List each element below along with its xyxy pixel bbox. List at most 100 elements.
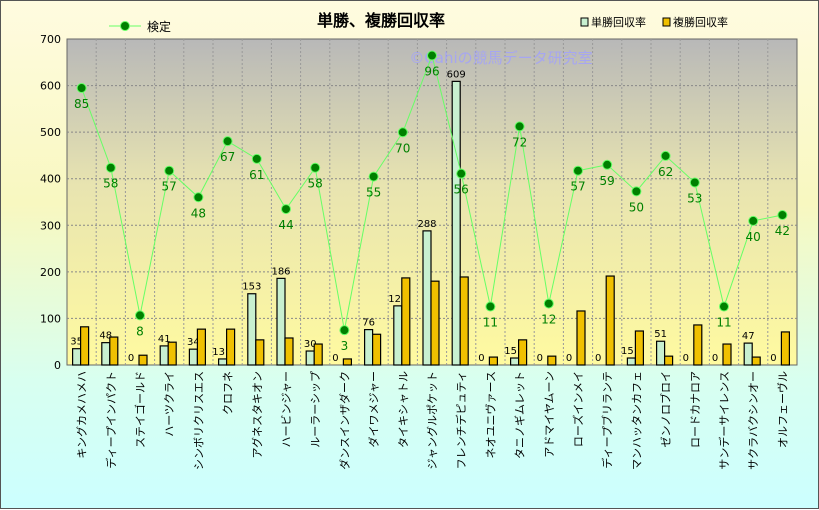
line-point [456, 168, 467, 179]
bar-tansho [422, 230, 432, 366]
line-point [485, 301, 496, 312]
x-tick-label: ディープブリランテ [600, 371, 614, 469]
line-point [105, 162, 116, 173]
x-tick-label: ネオユニヴァース [483, 371, 497, 458]
line-label: 57 [570, 180, 585, 194]
y-tick-label: 0 [54, 359, 61, 372]
bar-fukusho [255, 339, 265, 366]
y-tick-label: 600 [40, 80, 61, 93]
bar-label: 47 [742, 331, 755, 342]
line-point [310, 162, 321, 173]
line-point [631, 186, 642, 197]
line-point [135, 310, 145, 321]
line-point [573, 165, 583, 176]
bar-tansho [626, 357, 637, 366]
y-tick-label: 200 [40, 266, 61, 279]
x-tick-label: ハーツクライ [163, 371, 176, 437]
x-tick-label: マンハッタンカフェ [630, 371, 643, 470]
x-tick-label: ディープインパクト [104, 371, 118, 469]
line-point [339, 325, 350, 336]
bar-fukusho [342, 358, 352, 366]
bar-fukusho [79, 326, 90, 366]
line-label: 40 [746, 230, 761, 244]
line-label: 44 [278, 218, 293, 232]
line-point [281, 204, 291, 215]
legend-swatch-tansho [580, 17, 589, 27]
line-point [689, 177, 700, 188]
x-tick-label: ステイゴールド [133, 371, 147, 448]
bar-label: 0 [537, 353, 543, 364]
bar-tansho [305, 350, 315, 366]
line-point [368, 171, 379, 182]
legend-label-fukusho: 複勝回収率 [673, 15, 728, 29]
bar-label: 288 [417, 219, 436, 230]
x-tick-label: フレンチデピュティ [454, 371, 468, 469]
x-tick-label: クロフネ [222, 371, 235, 415]
bar-tansho [71, 348, 82, 366]
line-label: 8 [136, 324, 144, 338]
bar-fukusho [167, 341, 177, 366]
bar-fukusho [459, 276, 469, 366]
y-tick-label: 300 [40, 219, 61, 232]
bar-tansho [276, 277, 286, 366]
line-label: 42 [775, 224, 790, 238]
line-point [251, 153, 262, 164]
line-label: 61 [249, 168, 264, 182]
bar-tansho [188, 348, 198, 366]
bar-label: 30 [304, 339, 317, 350]
bar-fukusho [372, 333, 382, 366]
bar-fukusho [576, 310, 586, 366]
bar-fukusho [634, 330, 645, 366]
x-tick-label: ロードカナロア [689, 371, 702, 448]
x-tick-label: ジャングルポケット [425, 371, 439, 469]
line-point [164, 165, 175, 176]
line-label: 56 [454, 183, 469, 197]
bar-tansho [655, 340, 666, 366]
line-label: 3 [341, 339, 349, 353]
bar-label: 15 [504, 346, 517, 357]
bar-tansho [451, 80, 461, 366]
line-point [222, 136, 233, 147]
bar-label: 34 [187, 337, 200, 348]
line-label: 55 [366, 186, 381, 200]
line-point [543, 298, 554, 309]
legend-marker-icon [120, 21, 130, 31]
x-tick-label: アグネスタキオン [250, 371, 264, 458]
x-tick-label: ダンスインザダーク [337, 371, 351, 470]
bar-fukusho [401, 277, 411, 366]
bar-fukusho [547, 355, 557, 366]
line-label: 59 [600, 174, 615, 188]
line-label: 85 [74, 97, 89, 111]
bar-fukusho [722, 343, 732, 366]
bar-tansho [393, 305, 403, 366]
x-tick-label: ルーラーシップ [309, 371, 322, 448]
line-point [514, 121, 525, 132]
legend-label-tansho: 単勝回収率 [591, 15, 646, 29]
x-tick-label: シンボリクリスエス [192, 371, 205, 470]
bar-tansho [218, 358, 228, 366]
x-tick-label: ローズインメイ [571, 371, 585, 447]
bar-fukusho [284, 337, 294, 366]
y-tick-label: 500 [40, 126, 61, 139]
line-point [397, 127, 408, 138]
x-tick-label: サクラバクシンオー [747, 371, 760, 470]
bar-label: 76 [362, 318, 375, 329]
bar-tansho [101, 342, 111, 366]
legend: 検定 単勝回収率 複勝回収率 [109, 15, 728, 34]
line-point [193, 192, 204, 203]
chart-title: 単勝、複勝回収率 [317, 11, 445, 30]
bar-label: 0 [770, 353, 776, 364]
line-label: 62 [658, 165, 673, 179]
x-tick-label: タニノギムレット [514, 371, 527, 459]
bar-fukusho [196, 328, 206, 366]
x-tick-label: サンデーサイレンス [717, 371, 731, 470]
bar-label: 13 [212, 347, 225, 358]
line-point [719, 301, 729, 312]
line-label: 96 [424, 65, 439, 79]
bar-label: 0 [712, 353, 718, 364]
bar-label: 35 [70, 337, 83, 348]
x-tick-label: アドマイヤムーン [543, 371, 556, 458]
bar-fukusho [517, 339, 528, 366]
